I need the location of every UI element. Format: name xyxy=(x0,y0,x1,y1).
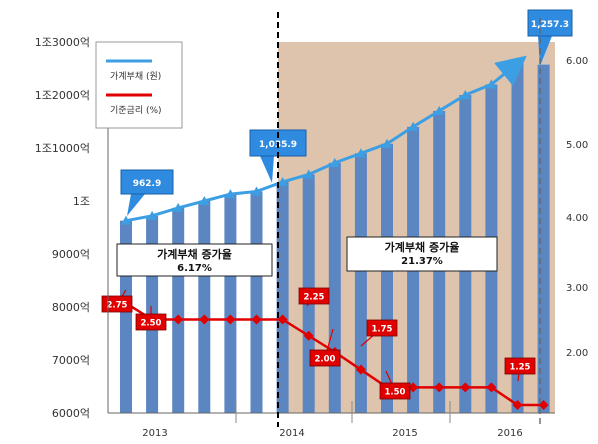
rate-point-11 xyxy=(408,382,419,393)
annotation-title-0: 가계부채 증가율 xyxy=(157,247,232,261)
y-left-tick-label: 1조 xyxy=(73,195,90,208)
debt-callout-pointer-1 xyxy=(260,156,274,183)
rate-callout-label-5: 1.50 xyxy=(385,388,406,398)
annotation-box-1 xyxy=(346,236,498,272)
rate-point-6 xyxy=(277,314,288,325)
x-tick-label: 2013 xyxy=(142,428,167,439)
rate-callout-label-1: 2.50 xyxy=(141,319,162,329)
rate-callout-label-3: 2.00 xyxy=(315,355,336,365)
legend-box xyxy=(95,41,183,129)
rate-point-14 xyxy=(486,382,497,393)
bar-10 xyxy=(381,143,393,413)
legend-rate-label: 기준금리 (%) xyxy=(110,105,162,116)
rate-callout-box-2 xyxy=(298,287,330,305)
bar-3 xyxy=(198,201,211,413)
debt-point-14 xyxy=(486,79,497,89)
rate-point-12 xyxy=(434,382,445,393)
y-right-tick-label: 2.00 xyxy=(566,348,588,359)
rate-point-16 xyxy=(538,400,549,410)
debt-callout-label-0: 962.9 xyxy=(133,179,161,189)
rate-callout-box-5 xyxy=(379,382,411,400)
debt-callout-box-0 xyxy=(120,169,174,195)
debt-point-11 xyxy=(408,121,419,131)
debt-point-1 xyxy=(147,210,158,220)
legend: 가계부채 (원) 기준금리 (%) xyxy=(95,41,183,129)
debt-callout-pointer-0 xyxy=(127,194,145,216)
x-tick-label: 2015 xyxy=(392,428,417,439)
y-left-tick-label: 1조2000억 xyxy=(35,89,90,102)
y-right-tick-label: 3.00 xyxy=(566,283,588,294)
bar-9 xyxy=(354,153,367,414)
y-left-tick-label: 7000억 xyxy=(52,354,90,367)
bar-2 xyxy=(172,207,185,413)
rate-callout-label-4: 1.75 xyxy=(372,325,393,335)
annotations: 가계부채 증가율 6.17% 가계부채 증가율 21.37% xyxy=(116,236,498,277)
bar-6 xyxy=(276,181,289,413)
bar-4 xyxy=(224,194,237,413)
debt-point-6 xyxy=(277,176,288,186)
rate-point-4 xyxy=(225,314,236,325)
rate-callout-label-2: 2.25 xyxy=(304,293,325,303)
debt-callout-box-2 xyxy=(527,9,573,37)
bar-8 xyxy=(328,162,341,413)
debt-point-10 xyxy=(382,138,392,148)
y-right-tick-label: 4.00 xyxy=(566,213,588,224)
axes: 6000억 7000억 8000억 9000억 1조 1조1000억 1조2000억 1조30… xyxy=(35,12,588,439)
rate-callout-box-1 xyxy=(135,313,167,331)
y-right-tick-label: 5.00 xyxy=(566,140,588,151)
debt-point-12 xyxy=(434,105,445,115)
debt-line xyxy=(125,55,527,223)
rate-point-7 xyxy=(303,330,314,341)
x-tick-label: 2014 xyxy=(279,428,304,439)
bar-5 xyxy=(250,191,263,413)
debt-point-8 xyxy=(329,157,340,167)
debt-point-9 xyxy=(355,148,366,158)
y-left-tick-label: 8000억 xyxy=(52,301,90,314)
debt-callout-pointer-2 xyxy=(538,36,552,66)
rate-point-15 xyxy=(512,400,523,410)
debt-point-0 xyxy=(121,215,131,225)
debt-point-13 xyxy=(460,90,471,99)
debt-point-7 xyxy=(303,169,314,179)
y-right-tick-label: 6.00 xyxy=(566,56,588,67)
rate-point-9 xyxy=(355,364,366,375)
rate-point-3 xyxy=(199,314,210,325)
debt-point-2 xyxy=(173,202,184,212)
debt-point-5 xyxy=(251,186,262,196)
rate-point-13 xyxy=(460,382,471,393)
x-tick-label: 2016 xyxy=(497,428,522,439)
legend-debt-label: 가계부채 (원) xyxy=(110,70,161,82)
y-left-tick-label: 1조3000억 xyxy=(35,36,90,49)
y-left-tick-label: 1조1000억 xyxy=(35,142,90,155)
rate-callout-box-6 xyxy=(504,357,536,375)
rate-callout-box-0 xyxy=(101,295,133,313)
callouts: 962.91,035.91,257.32.752.502.252.001.751… xyxy=(101,9,573,400)
debt-callout-label-2: 1,257.3 xyxy=(531,20,569,30)
annotation-box-0 xyxy=(116,243,273,277)
rate-callout-label-0: 2.75 xyxy=(107,301,128,311)
rate-point-5 xyxy=(251,314,262,325)
debt-point-15 xyxy=(512,58,523,68)
debt-point-4 xyxy=(225,189,236,199)
annotation-title-1: 가계부채 증가율 xyxy=(385,240,460,254)
annotation-value-1: 21.37% xyxy=(401,256,443,267)
debt-point-3 xyxy=(199,196,210,205)
annotation-value-0: 6.17% xyxy=(177,263,212,274)
rate-callout-label-6: 1.25 xyxy=(510,363,531,373)
rate-callout-box-3 xyxy=(309,349,341,367)
rate-callout-box-4 xyxy=(366,319,398,337)
y-left-tick-label: 9000억 xyxy=(52,248,90,261)
y-left-tick-label: 6000억 xyxy=(52,407,90,420)
bar-15 xyxy=(511,63,524,413)
rate-point-2 xyxy=(173,314,184,325)
